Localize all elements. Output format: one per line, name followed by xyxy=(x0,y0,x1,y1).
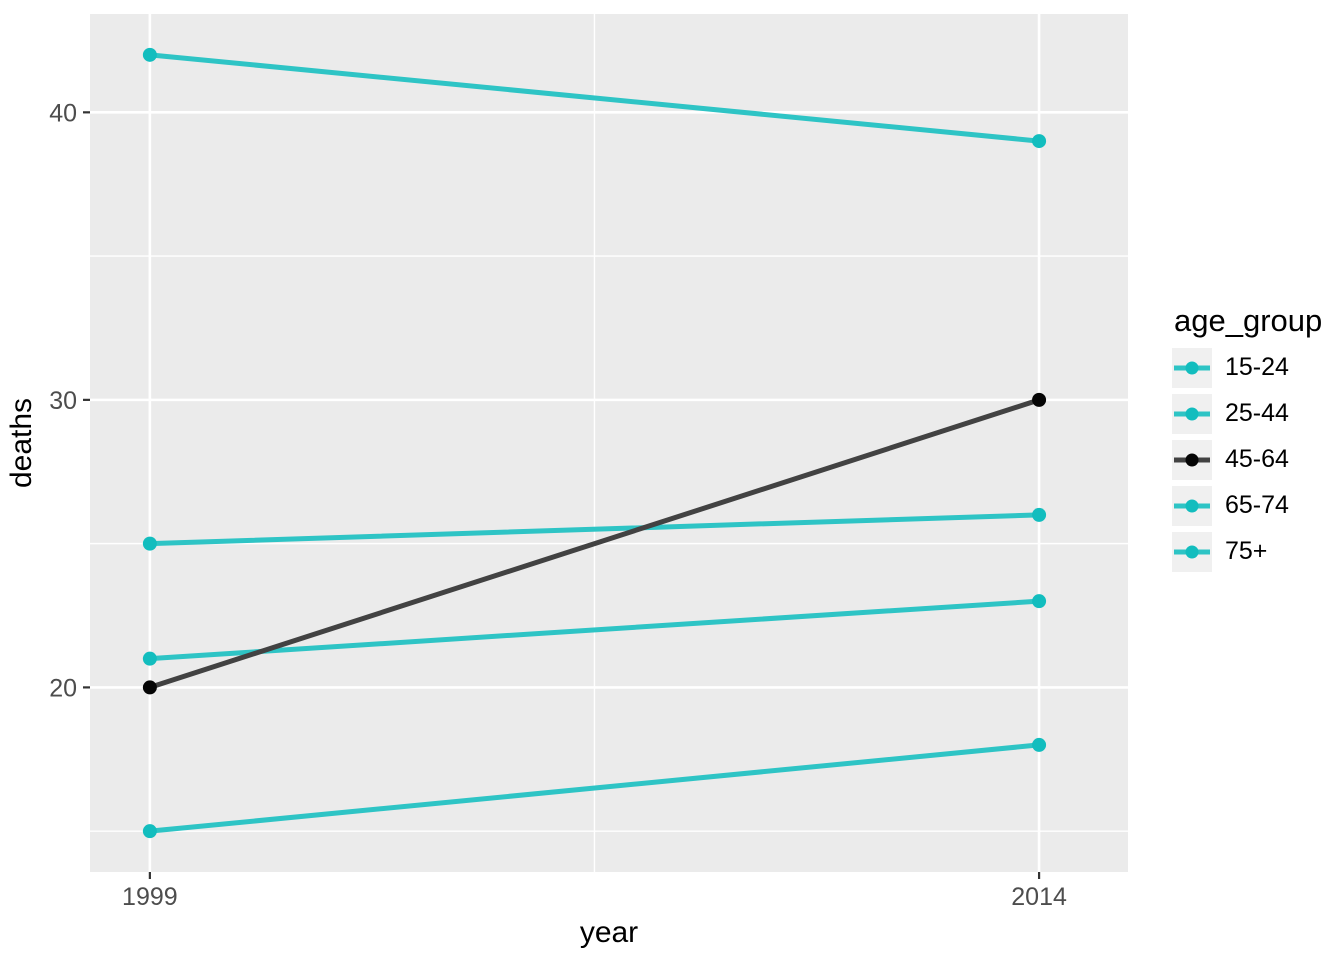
x-tick-label: 2014 xyxy=(1011,883,1067,911)
plot-panel xyxy=(90,14,1128,872)
legend-item-label: 25-44 xyxy=(1225,399,1289,428)
legend-item-label: 45-64 xyxy=(1225,445,1289,474)
data-point xyxy=(1032,737,1047,752)
y-tick-label: 40 xyxy=(49,99,77,127)
data-point xyxy=(1032,507,1047,522)
legend: age_group 15-24 25-44 45-64 65-74 75+ xyxy=(1172,303,1322,578)
legend-item-25-44: 25-44 xyxy=(1172,393,1322,434)
data-point xyxy=(142,680,157,695)
series-65-74 xyxy=(142,507,1047,551)
series-75+ xyxy=(142,47,1047,149)
data-point xyxy=(1032,134,1047,149)
legend-item-75plus: 75+ xyxy=(1172,531,1322,572)
x-axis-title: year xyxy=(579,916,639,949)
series-line xyxy=(147,52,1042,144)
series-line xyxy=(147,742,1042,834)
data-point xyxy=(1032,594,1047,609)
legend-title: age_group xyxy=(1174,303,1323,338)
series-line xyxy=(147,598,1042,662)
data-point xyxy=(142,824,157,839)
legend-key-icon xyxy=(1172,347,1212,388)
legend-item-label: 15-24 xyxy=(1225,353,1289,382)
series-45-64 xyxy=(142,392,1047,695)
legend-item-45-64: 45-64 xyxy=(1172,439,1322,480)
legend-item-label: 75+ xyxy=(1225,537,1268,566)
legend-key-icon xyxy=(1172,485,1212,526)
series-25-44 xyxy=(142,594,1047,666)
data-point xyxy=(142,651,157,666)
legend-item-label: 65-74 xyxy=(1225,491,1289,520)
data-point xyxy=(142,47,157,62)
x-tick-label: 1999 xyxy=(122,883,178,911)
data-point xyxy=(142,536,157,551)
legend-item-65-74: 65-74 xyxy=(1172,485,1322,526)
legend-items: 15-24 25-44 45-64 65-74 75+ xyxy=(1172,347,1322,572)
legend-key-icon xyxy=(1172,439,1212,480)
legend-item-15-24: 15-24 xyxy=(1172,347,1322,388)
y-tick-label: 20 xyxy=(49,674,77,702)
series-15-24 xyxy=(142,737,1047,839)
series-line xyxy=(147,397,1042,690)
y-axis-title: deaths xyxy=(5,397,38,489)
legend-key-icon xyxy=(1172,393,1212,434)
data-point xyxy=(1032,392,1047,407)
series-line xyxy=(147,512,1042,547)
legend-key-icon xyxy=(1172,531,1212,572)
y-tick-label: 30 xyxy=(49,387,77,415)
